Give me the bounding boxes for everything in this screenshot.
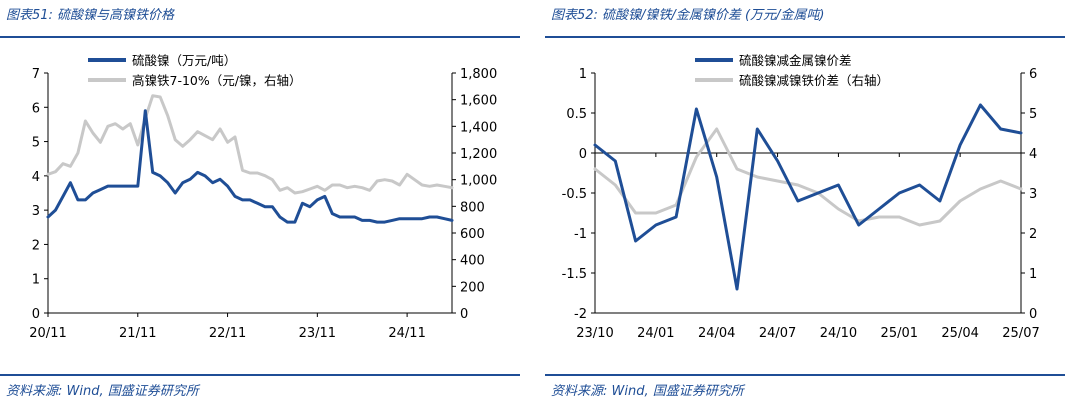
left-tick-label: -1	[574, 227, 587, 242]
left-tick-label: 1	[32, 273, 40, 288]
x-tick-label: 25/04	[941, 326, 978, 341]
right-tick-label: 0	[460, 307, 468, 322]
figure-51: 图表51: 硫酸镍与高镍铁价格 0 1 2 3 4 5 6 7 0 200 400 600 800 1,0…	[0, 0, 520, 402]
source-note: 资料来源: Wind, 国盛证券研究所	[6, 384, 199, 399]
series-line-right-axis	[593, 127, 1023, 227]
right-tick-label: 5	[1029, 107, 1037, 122]
left-tick-label: -1.5	[562, 267, 587, 282]
legend-label: 硫酸镍减镍铁价差（右轴）	[739, 73, 889, 88]
right-tick-label: 800	[460, 200, 485, 215]
left-tick-label: -2	[574, 307, 587, 322]
legend-label: 硫酸镍（万元/吨）	[132, 53, 236, 68]
right-tick-label: 400	[460, 254, 485, 269]
right-tick-label: 3	[1029, 187, 1037, 202]
x-tick-label: 24/01	[637, 326, 674, 341]
right-tick-label: 1,600	[460, 94, 497, 109]
x-tick-label: 23/10	[576, 326, 613, 341]
right-tick-label: 600	[460, 227, 485, 242]
x-tick-label: 25/07	[1002, 326, 1039, 341]
right-tick-label: 2	[1029, 227, 1037, 242]
left-tick-label: 1	[579, 67, 587, 82]
right-tick-label: 1,200	[460, 147, 497, 162]
right-tick-label: 1	[1029, 267, 1037, 282]
right-tick-label: 1,400	[460, 120, 497, 135]
right-tick-label: 1,000	[460, 174, 497, 189]
left-tick-label: 2	[32, 238, 40, 253]
legend-label: 高镍铁7-10%（元/镍，右轴）	[132, 73, 301, 88]
left-tick-label: 3	[32, 204, 40, 219]
x-tick-label: 20/11	[29, 326, 66, 341]
x-tick-label: 24/04	[698, 326, 735, 341]
series-line-left-axis	[46, 109, 454, 224]
nickel-spread-chart: -2 -1.5 -1 -0.5 0 0.5 1 0 1 2 3 4 5 6 23/10 24/01 24/04 2…	[562, 53, 1040, 341]
left-tick-label: 7	[32, 67, 40, 82]
title-rule	[545, 36, 1065, 38]
right-tick-label: 6	[1029, 67, 1037, 82]
source-rule	[545, 374, 1065, 376]
source-rule	[0, 374, 520, 376]
left-tick-label: 0.5	[566, 107, 587, 122]
x-tick-label: 24/07	[759, 326, 796, 341]
right-tick-label: 200	[460, 280, 485, 295]
nickel-sulfate-ferronickel-price-chart: 0 1 2 3 4 5 6 7 0 200 400 600 800 1,000 1,200 1,400 1,60…	[29, 53, 497, 341]
x-tick-label: 22/11	[209, 326, 246, 341]
left-tick-label: 0	[32, 307, 40, 322]
figure-52: 图表52: 硫酸镍/镍铁/金属镍价差 (万元/金属吨) -2 -1.5 -1 -0.5…	[545, 0, 1065, 402]
figure-title: 图表51: 硫酸镍与高镍铁价格	[6, 8, 175, 23]
x-tick-label: 25/01	[881, 326, 918, 341]
left-tick-label: 4	[32, 170, 40, 185]
x-tick-label: 24/11	[388, 326, 425, 341]
source-note: 资料来源: Wind, 国盛证券研究所	[551, 384, 744, 399]
x-tick-label: 21/11	[119, 326, 156, 341]
left-tick-label: 0	[579, 147, 587, 162]
left-tick-label: 5	[32, 136, 40, 151]
x-tick-label: 24/10	[820, 326, 857, 341]
figure-title: 图表52: 硫酸镍/镍铁/金属镍价差 (万元/金属吨)	[551, 8, 825, 23]
right-tick-label: 0	[1029, 307, 1037, 322]
series-line-right-axis	[46, 94, 454, 195]
title-rule	[0, 36, 520, 38]
left-tick-label: -0.5	[562, 187, 587, 202]
series-line-left-axis	[593, 103, 1023, 291]
right-tick-label: 1,800	[460, 67, 497, 82]
right-tick-label: 4	[1029, 147, 1037, 162]
left-tick-label: 6	[32, 101, 40, 116]
legend-label: 硫酸镍减金属镍价差	[739, 53, 852, 68]
x-tick-label: 23/11	[299, 326, 336, 341]
